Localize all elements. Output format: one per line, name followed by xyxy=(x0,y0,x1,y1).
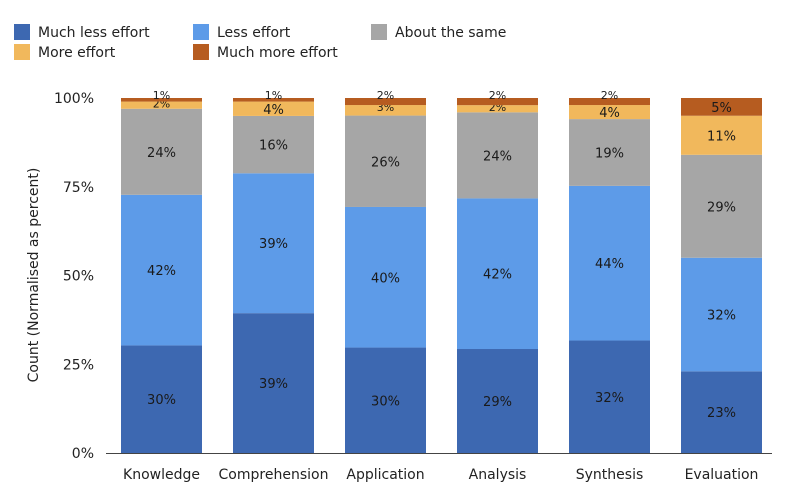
bar-segment-synthesis-much-more-effort xyxy=(569,98,650,106)
data-label: 1% xyxy=(153,89,170,102)
bar-segment-comprehension-much-more-effort xyxy=(233,98,314,102)
legend-swatch-more-effort xyxy=(14,44,30,60)
bar-segment-synthesis-more-effort xyxy=(569,105,650,120)
bar-analysis: 29%42%24%2%2% xyxy=(457,89,538,453)
y-axis: 0% 25% 50% 75% 100% xyxy=(54,91,94,462)
legend-swatch-much-less-effort xyxy=(14,24,30,40)
x-tick-label-synthesis: Synthesis xyxy=(576,467,644,483)
legend-label-much-less-effort: Much less effort xyxy=(38,25,150,41)
data-label: 11% xyxy=(707,129,736,144)
bar-segment-knowledge-much-more-effort xyxy=(121,98,202,102)
bar-evaluation: 23% 32% 29% 11% 5% xyxy=(681,98,762,453)
data-label: 24% xyxy=(147,146,176,161)
bar-comprehension: 39% 39% 16% 4%1% xyxy=(233,89,314,453)
bar-application: 30%40%26%3%2% xyxy=(345,89,426,453)
legend-label-about-the-same: About the same xyxy=(395,25,506,41)
bar-segment-application-more-effort xyxy=(345,105,426,116)
data-label: 24% xyxy=(483,149,512,164)
y-tick-label: 100% xyxy=(54,91,94,107)
data-label: 26% xyxy=(371,155,400,170)
x-tick-label-evaluation: Evaluation xyxy=(685,467,759,483)
bar-segment-analysis-much-less-effort xyxy=(457,349,538,453)
data-label: 32% xyxy=(707,309,736,324)
legend-label-more-effort: More effort xyxy=(38,45,116,61)
bar-segment-knowledge-about-the-same xyxy=(121,108,202,195)
data-label: 32% xyxy=(595,391,624,406)
data-label: 23% xyxy=(707,406,736,421)
bar-segment-evaluation-about-the-same xyxy=(681,154,762,258)
x-axis: Knowledge Comprehension Application Analysi… xyxy=(106,453,772,483)
legend-swatch-about-the-same xyxy=(371,24,387,40)
data-label: 42% xyxy=(147,264,176,279)
bar-segment-analysis-more-effort xyxy=(457,105,538,113)
bar-segment-application-much-less-effort xyxy=(345,347,426,453)
data-label: 2% xyxy=(601,89,618,102)
bar-segment-application-much-more-effort xyxy=(345,98,426,106)
bar-segment-application-about-the-same xyxy=(345,115,426,207)
x-tick-label-application: Application xyxy=(346,467,424,483)
data-label: 1% xyxy=(265,89,282,102)
bar-segment-evaluation-less-effort xyxy=(681,257,762,372)
bar-segment-synthesis-less-effort xyxy=(569,185,650,341)
bar-knowledge: 30%42%24%2%1% xyxy=(121,89,202,453)
y-axis-label: Count (Normalised as percent) xyxy=(26,168,42,383)
data-label: 29% xyxy=(483,395,512,410)
x-tick-label-knowledge: Knowledge xyxy=(123,467,200,483)
data-label: 19% xyxy=(595,146,624,161)
bar-segment-knowledge-more-effort xyxy=(121,101,202,109)
data-label: 30% xyxy=(147,393,176,408)
y-tick-label: 25% xyxy=(63,357,94,373)
y-tick-label: 50% xyxy=(63,269,94,285)
bar-segment-comprehension-much-less-effort xyxy=(233,313,314,453)
y-tick-label: 75% xyxy=(63,180,94,196)
data-label: 39% xyxy=(259,377,288,392)
x-tick-label-analysis: Analysis xyxy=(469,467,527,483)
bar-segment-knowledge-less-effort xyxy=(121,194,202,346)
legend-label-less-effort: Less effort xyxy=(217,25,291,41)
y-tick-label: 0% xyxy=(72,446,94,462)
data-label: 5% xyxy=(711,101,732,116)
bar-segment-synthesis-much-less-effort xyxy=(569,340,650,453)
legend-swatch-less-effort xyxy=(193,24,209,40)
bar-segment-evaluation-much-more-effort xyxy=(681,98,762,116)
bars: 30%42%24%2%1%39%39%16%4%1%30%40%26%3%2%2… xyxy=(121,89,762,453)
data-label: 2% xyxy=(377,89,394,102)
bar-segment-knowledge-much-less-effort xyxy=(121,345,202,453)
bar-synthesis: 32% 44% 19% 4% 2% xyxy=(569,89,650,453)
data-label: 44% xyxy=(595,257,624,272)
data-label: 29% xyxy=(707,200,736,215)
bar-segment-application-less-effort xyxy=(345,206,426,348)
data-label: 39% xyxy=(259,237,288,252)
bar-segment-comprehension-about-the-same xyxy=(233,115,314,174)
legend: Much less effort More effort Less effort Mu… xyxy=(14,24,506,61)
data-label: 16% xyxy=(259,139,288,154)
bar-segment-evaluation-more-effort xyxy=(681,115,762,155)
bar-segment-comprehension-more-effort xyxy=(233,101,314,116)
data-label: 4% xyxy=(263,103,284,118)
bar-segment-evaluation-much-less-effort xyxy=(681,371,762,453)
data-label: 2% xyxy=(489,89,506,102)
data-label: 4% xyxy=(599,106,620,121)
data-label: 40% xyxy=(371,271,400,286)
bar-segment-analysis-about-the-same xyxy=(457,112,538,199)
bar-segment-synthesis-about-the-same xyxy=(569,119,650,186)
bar-segment-comprehension-less-effort xyxy=(233,173,314,314)
data-label: 42% xyxy=(483,268,512,283)
legend-label-much-more-effort: Much more effort xyxy=(217,45,338,61)
bar-segment-analysis-much-more-effort xyxy=(457,98,538,106)
x-tick-label-comprehension: Comprehension xyxy=(219,467,329,483)
bar-segment-analysis-less-effort xyxy=(457,198,538,350)
data-label: 30% xyxy=(371,394,400,409)
legend-swatch-much-more-effort xyxy=(193,44,209,60)
